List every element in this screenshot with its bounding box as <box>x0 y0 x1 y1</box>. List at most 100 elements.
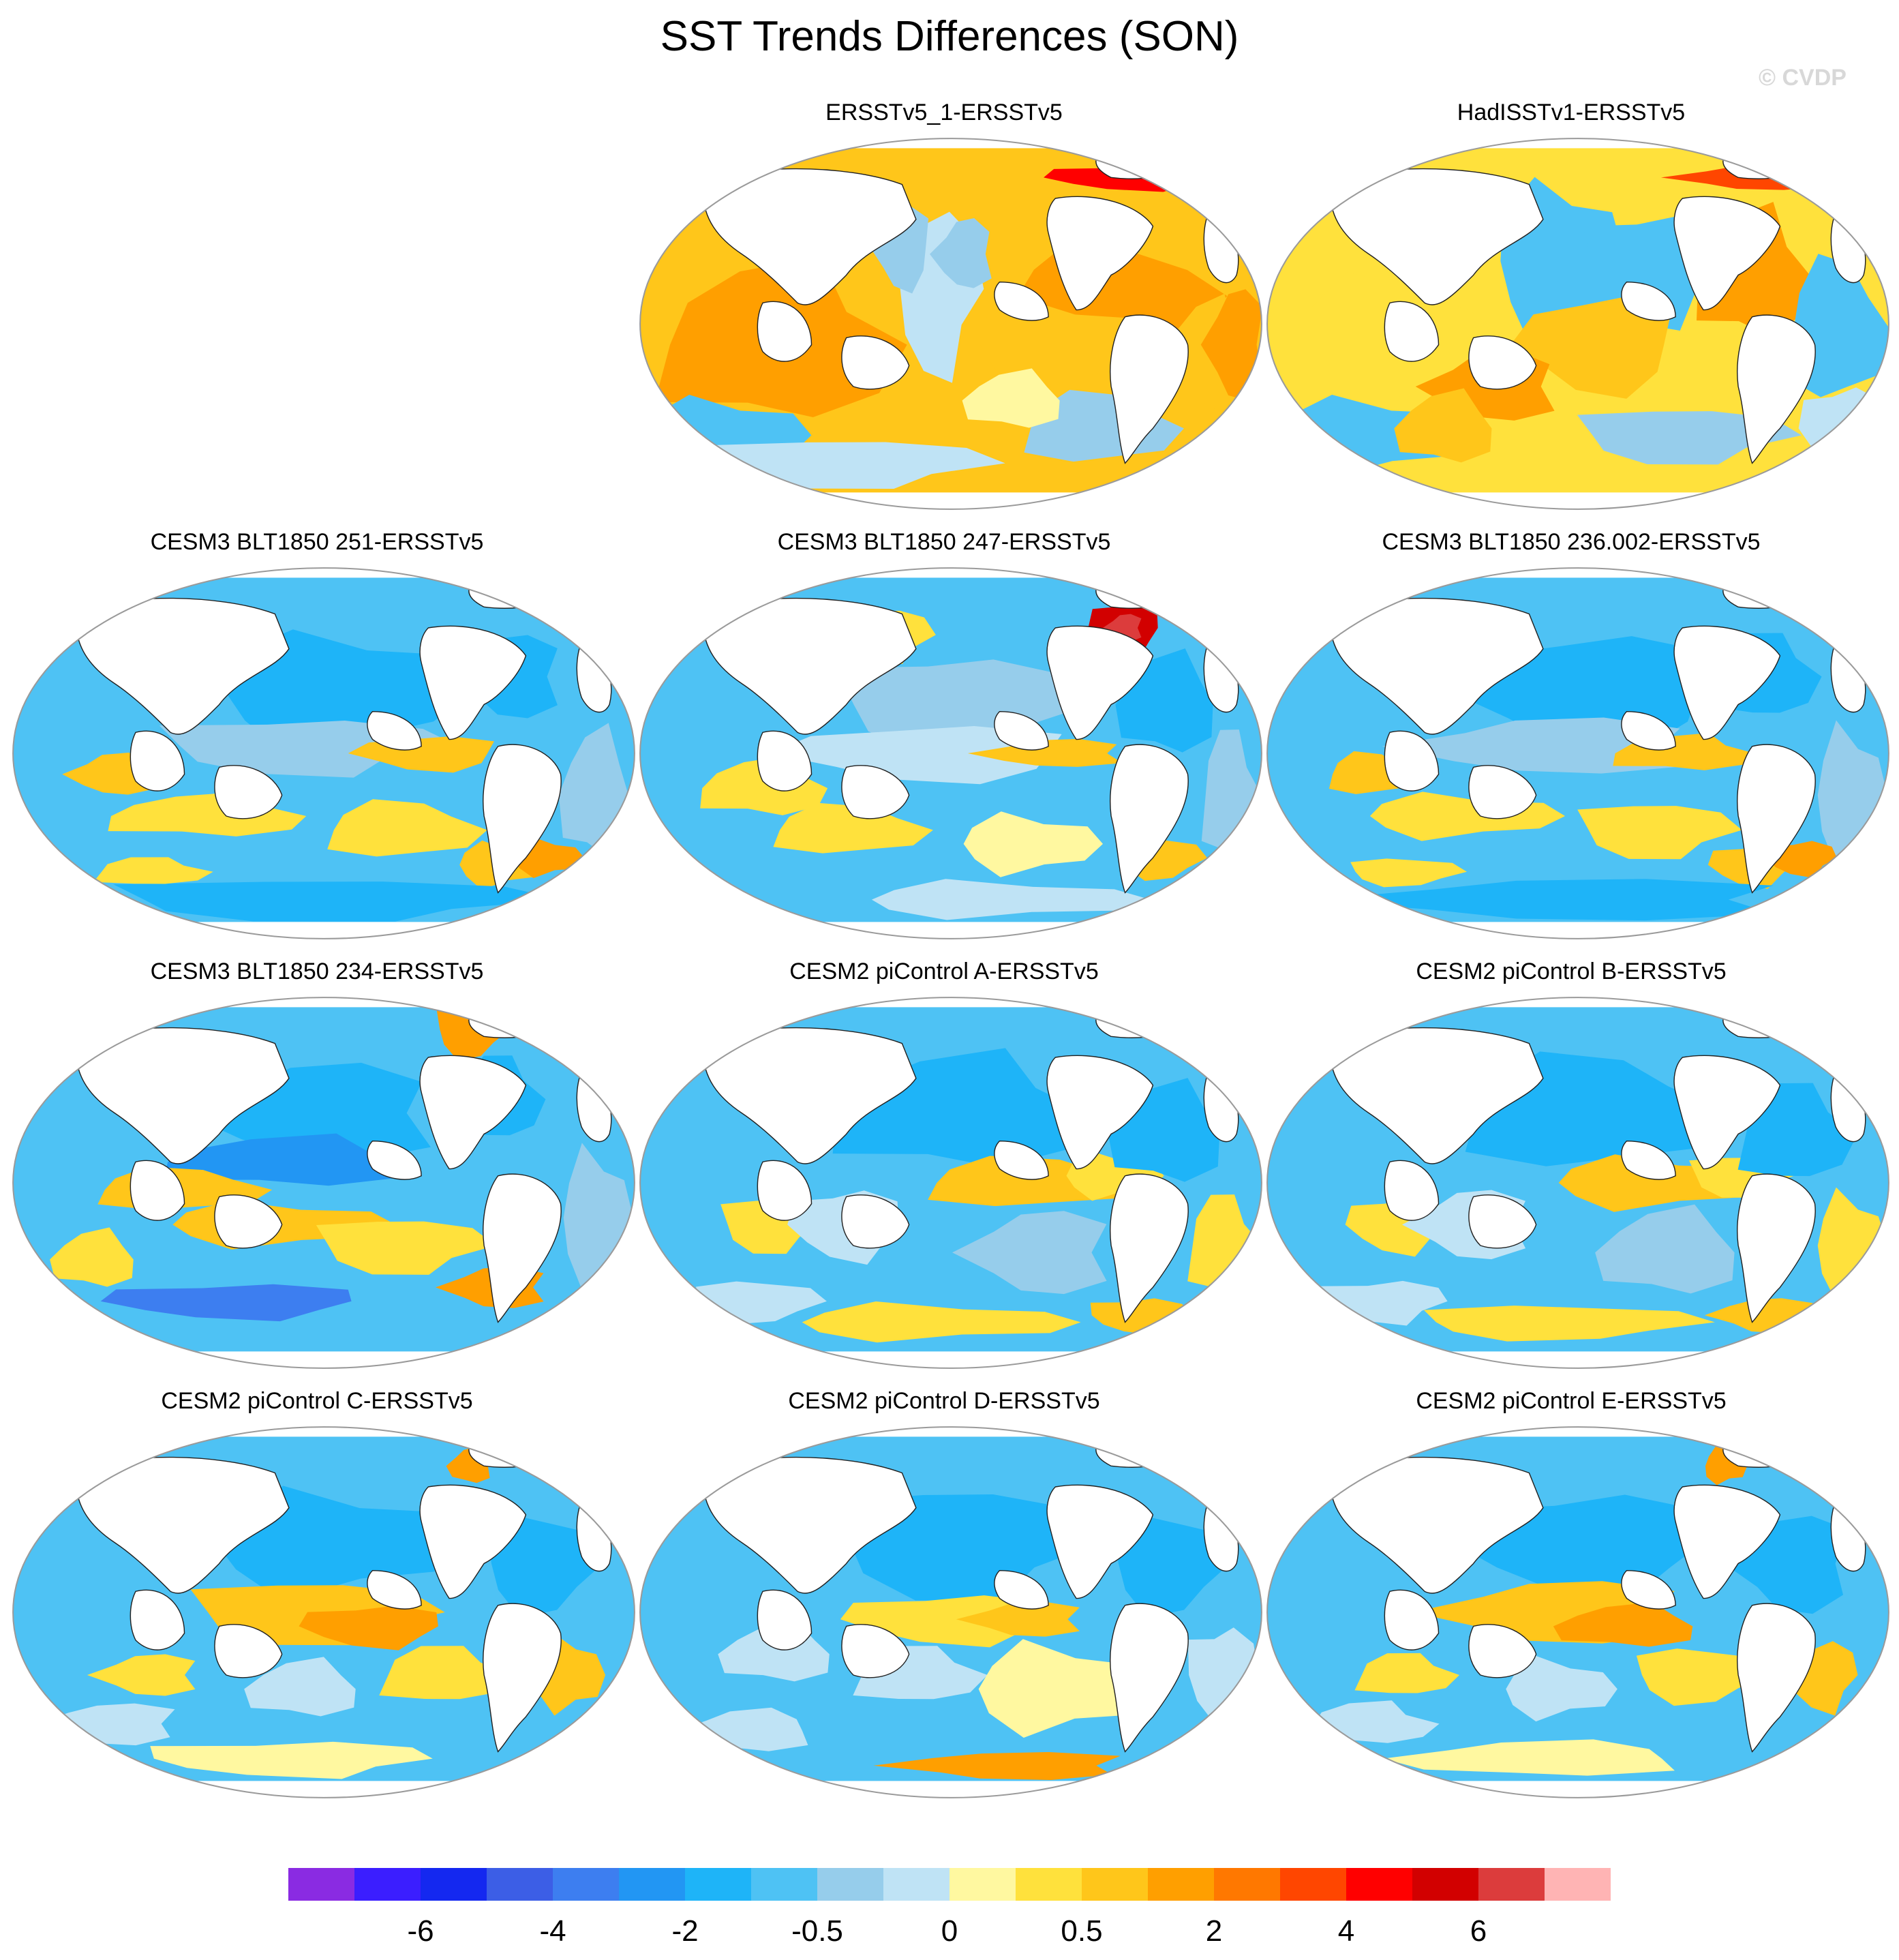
sst-anomaly-region <box>952 1211 1107 1295</box>
sst-trend-map <box>1266 567 1889 939</box>
continent-outline <box>1737 1603 1816 1753</box>
continent-outline <box>702 1027 917 1164</box>
polar-mask <box>640 568 1262 578</box>
continent-outline <box>757 1589 812 1650</box>
continent-outline <box>75 597 290 735</box>
polar-mask <box>640 997 1262 1008</box>
polar-mask <box>640 138 1262 149</box>
colorbar-swatch <box>883 1868 950 1901</box>
colorbar-swatch <box>1148 1868 1215 1901</box>
colorbar-swatch <box>817 1868 884 1901</box>
colorbar-swatch <box>1412 1868 1479 1901</box>
continent-outline <box>214 1624 283 1678</box>
map-frame <box>12 567 635 939</box>
sst-anomaly-region <box>93 857 213 884</box>
sst-anomaly-region <box>871 879 1151 920</box>
sst-anomaly-region <box>770 726 1062 785</box>
continent-outline <box>994 281 1049 321</box>
sst-anomaly-region <box>1383 1739 1675 1776</box>
continent-outline <box>1110 1173 1189 1323</box>
continent-outline <box>1384 1589 1440 1650</box>
sst-anomaly-region <box>327 799 487 857</box>
panel-title: CESM3 BLT1850 236.002-ERSSTv5 <box>1382 529 1761 555</box>
colorbar-tick-label: 0.5 <box>1061 1914 1103 1948</box>
map-frame <box>639 567 1262 939</box>
continent-outline <box>1046 1055 1154 1170</box>
continent-outline <box>1329 597 1544 735</box>
sst-anomaly-region <box>486 1517 603 1618</box>
sst-anomaly-region <box>930 218 992 288</box>
continent-outline <box>1095 1011 1189 1038</box>
continent-outline <box>468 1441 562 1468</box>
continent-outline <box>419 1484 527 1599</box>
colorbar-swatch <box>487 1868 553 1901</box>
map-frame <box>1266 997 1889 1369</box>
continent-outline <box>419 625 527 740</box>
continent-outline <box>367 1569 422 1610</box>
continent-outline <box>1468 335 1537 390</box>
polar-mask <box>13 568 635 578</box>
continent-outline <box>1110 314 1189 464</box>
continent-outline <box>702 1456 917 1594</box>
sst-anomaly-region <box>1024 389 1184 462</box>
continent-outline <box>468 582 562 609</box>
continent-outline <box>130 1160 185 1221</box>
colorbar <box>288 1868 1611 1901</box>
sst-anomaly-region <box>1510 297 1671 399</box>
continent-outline <box>1384 301 1440 362</box>
sst-anomaly-region <box>1798 387 1883 477</box>
panel-title: CESM3 BLT1850 251-ERSSTv5 <box>150 529 484 555</box>
sst-trend-map <box>639 1426 1262 1798</box>
panel-title: CESM2 piControl A-ERSSTv5 <box>789 959 1099 984</box>
continent-outline <box>483 744 562 894</box>
map-frame <box>1266 1426 1889 1798</box>
continent-outline <box>1737 744 1816 894</box>
continent-outline <box>1110 744 1189 894</box>
continent-outline <box>1722 1441 1816 1468</box>
colorbar-swatch <box>1016 1868 1082 1901</box>
map-frame <box>12 1426 635 1798</box>
continent-outline <box>1468 765 1537 819</box>
sst-anomaly-region <box>1310 879 1774 921</box>
polar-mask <box>1267 138 1889 149</box>
colorbar-tick-label: -6 <box>407 1914 434 1948</box>
continent-outline <box>994 1569 1049 1610</box>
sst-anomaly-region <box>35 1703 175 1746</box>
sst-anomaly-region <box>1382 717 1691 774</box>
sst-anomaly-region <box>1423 1306 1715 1342</box>
sst-anomaly-region <box>962 368 1060 428</box>
continent-outline <box>702 597 917 735</box>
sst-anomaly-region <box>773 802 933 854</box>
continent-outline <box>1722 152 1816 179</box>
colorbar-swatch <box>1214 1868 1281 1901</box>
panel-title: CESM3 BLT1850 234-ERSSTv5 <box>150 959 484 984</box>
panel-title: ERSSTv5_1-ERSSTv5 <box>825 100 1063 125</box>
sst-anomaly-region <box>299 1605 438 1650</box>
sst-anomaly-region <box>967 738 1123 767</box>
sst-anomaly-region <box>316 1221 496 1275</box>
sst-anomaly-region <box>164 1133 419 1186</box>
continent-outline <box>841 1194 910 1249</box>
continent-outline <box>1046 1484 1154 1599</box>
sst-anomaly-region <box>183 1062 431 1161</box>
continent-outline <box>1673 1055 1781 1170</box>
continent-outline <box>367 1140 422 1180</box>
sst-trend-map <box>12 997 635 1369</box>
panel-title: CESM2 piControl E-ERSSTv5 <box>1416 1388 1727 1414</box>
sst-anomaly-region <box>150 1741 433 1779</box>
polar-mask <box>1267 1427 1889 1437</box>
sst-anomaly-region <box>1595 1204 1735 1294</box>
sst-anomaly-region <box>1102 614 1142 642</box>
sst-trend-map <box>639 567 1262 939</box>
map-frame <box>639 138 1262 510</box>
colorbar-tick-label: -0.5 <box>791 1914 843 1948</box>
continent-outline <box>1329 168 1544 305</box>
sst-anomaly-region <box>1636 1648 1767 1706</box>
continent-outline <box>1046 196 1154 311</box>
sst-anomaly-region <box>100 1284 352 1322</box>
colorbar-tick-label: -2 <box>671 1914 699 1948</box>
continent-outline <box>130 1589 185 1650</box>
colorbar-swatch <box>1545 1868 1611 1901</box>
panel-title: CESM2 piControl B-ERSSTv5 <box>1416 959 1727 984</box>
continent-outline <box>841 765 910 819</box>
